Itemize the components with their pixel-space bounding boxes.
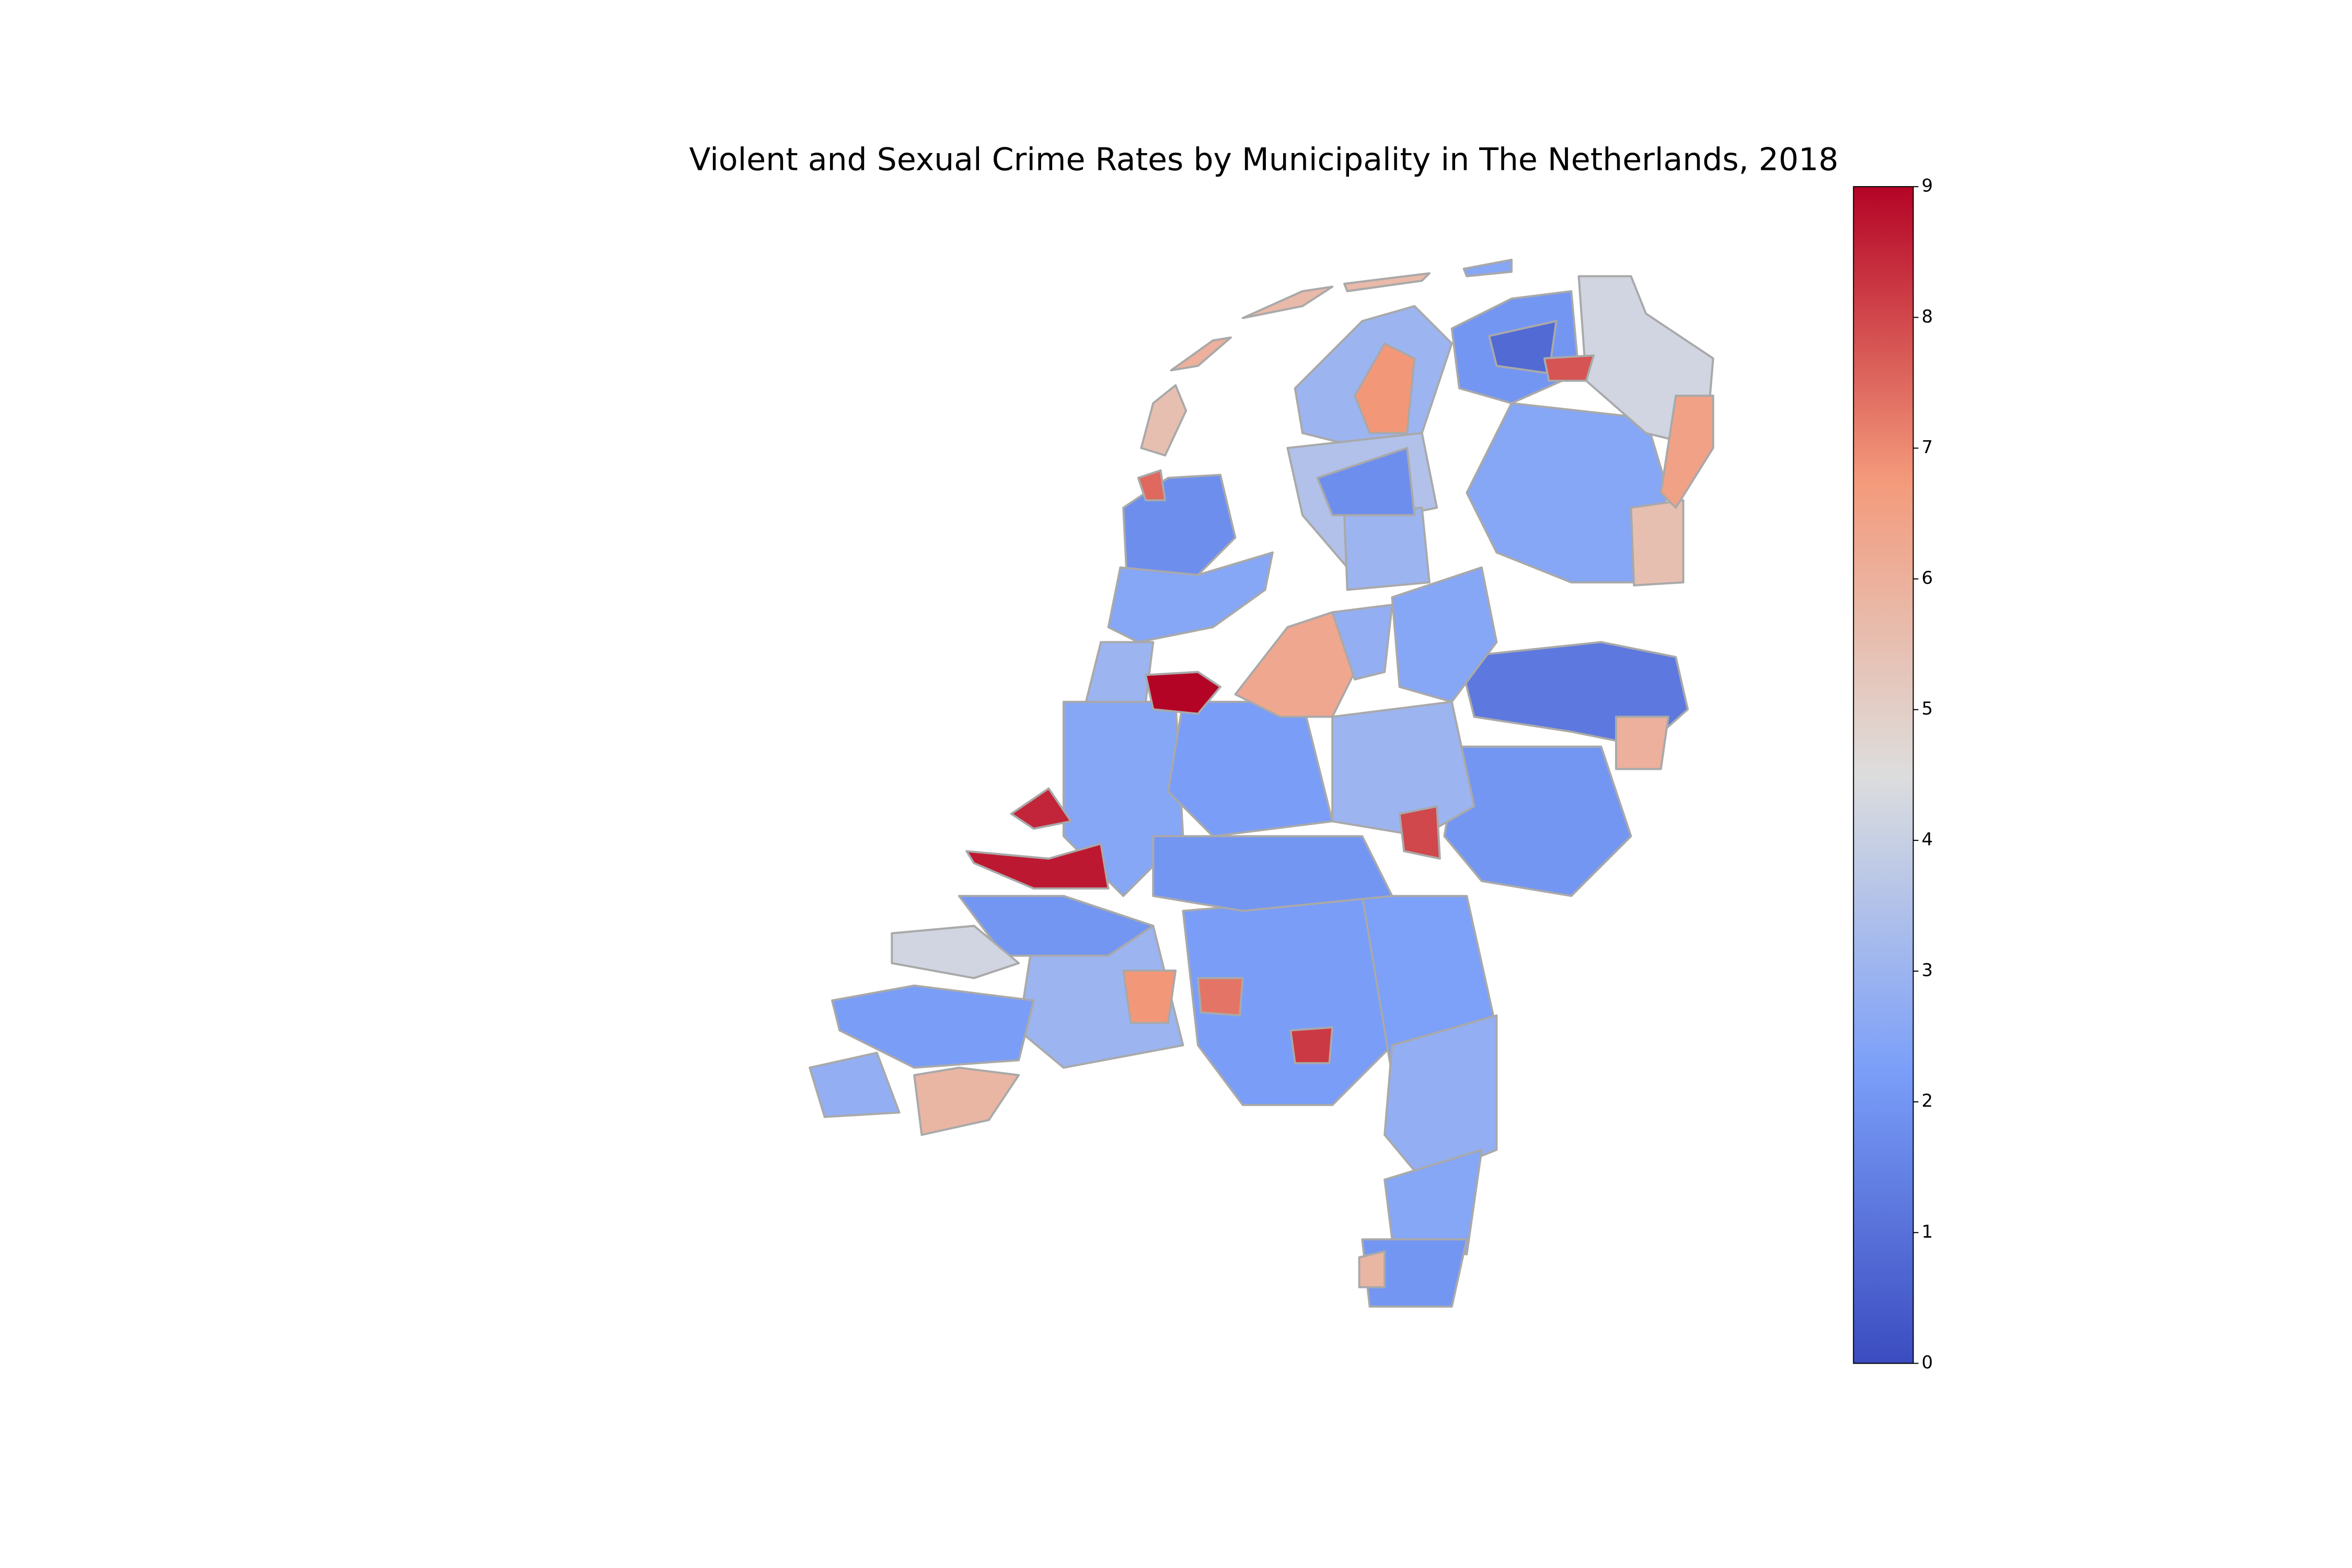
municipality bbox=[1615, 716, 1669, 770]
colorbar-tick-label: 2 bbox=[1922, 1091, 1933, 1112]
municipality bbox=[1107, 551, 1274, 643]
municipality bbox=[1145, 671, 1221, 715]
municipality bbox=[1170, 336, 1232, 372]
municipality bbox=[1289, 1026, 1334, 1065]
municipality bbox=[1122, 970, 1177, 1024]
municipality bbox=[831, 984, 1035, 1069]
map-title: Violent and Sexual Crime Rates by Munici… bbox=[689, 142, 1839, 178]
municipality bbox=[1343, 506, 1431, 591]
colorbar-tick-label: 7 bbox=[1922, 437, 1933, 458]
colorbar-tick-label: 1 bbox=[1922, 1221, 1933, 1242]
municipality bbox=[1137, 469, 1167, 502]
municipality bbox=[1543, 354, 1595, 382]
municipality bbox=[1197, 977, 1244, 1017]
municipality bbox=[1152, 835, 1393, 912]
colorbar-tick-label: 8 bbox=[1922, 306, 1933, 327]
colorbar-tick-label: 5 bbox=[1922, 698, 1933, 719]
municipality bbox=[1343, 272, 1431, 293]
municipality bbox=[1443, 745, 1632, 897]
municipality bbox=[1331, 700, 1475, 837]
municipality bbox=[1358, 1250, 1386, 1288]
municipality bbox=[1354, 342, 1416, 434]
municipality bbox=[1383, 1148, 1483, 1255]
colorbar-tick-label: 6 bbox=[1922, 568, 1933, 589]
municipality bbox=[1316, 447, 1416, 516]
municipality bbox=[1331, 604, 1393, 681]
municipality bbox=[1085, 641, 1155, 703]
municipality bbox=[1462, 259, 1513, 278]
municipality bbox=[1630, 499, 1685, 586]
municipality bbox=[965, 843, 1110, 890]
municipality bbox=[809, 1052, 901, 1119]
municipality bbox=[1659, 395, 1714, 509]
municipality bbox=[1167, 700, 1334, 837]
colorbar-tick-label: 0 bbox=[1922, 1352, 1933, 1373]
municipality bbox=[1140, 384, 1187, 457]
municipality bbox=[1241, 285, 1334, 319]
municipality bbox=[913, 1066, 1020, 1136]
colorbar-tick-label: 3 bbox=[1922, 960, 1933, 981]
municipality bbox=[891, 925, 1020, 979]
municipality bbox=[1391, 566, 1498, 703]
colorbar-tick-label: 4 bbox=[1922, 829, 1933, 850]
municipality bbox=[1122, 474, 1237, 584]
municipality bbox=[1398, 805, 1441, 860]
colorbar bbox=[1853, 186, 1914, 1364]
municipalities bbox=[809, 259, 1714, 1308]
municipality bbox=[1010, 787, 1073, 830]
colorbar-tick-label: 9 bbox=[1922, 176, 1933, 197]
